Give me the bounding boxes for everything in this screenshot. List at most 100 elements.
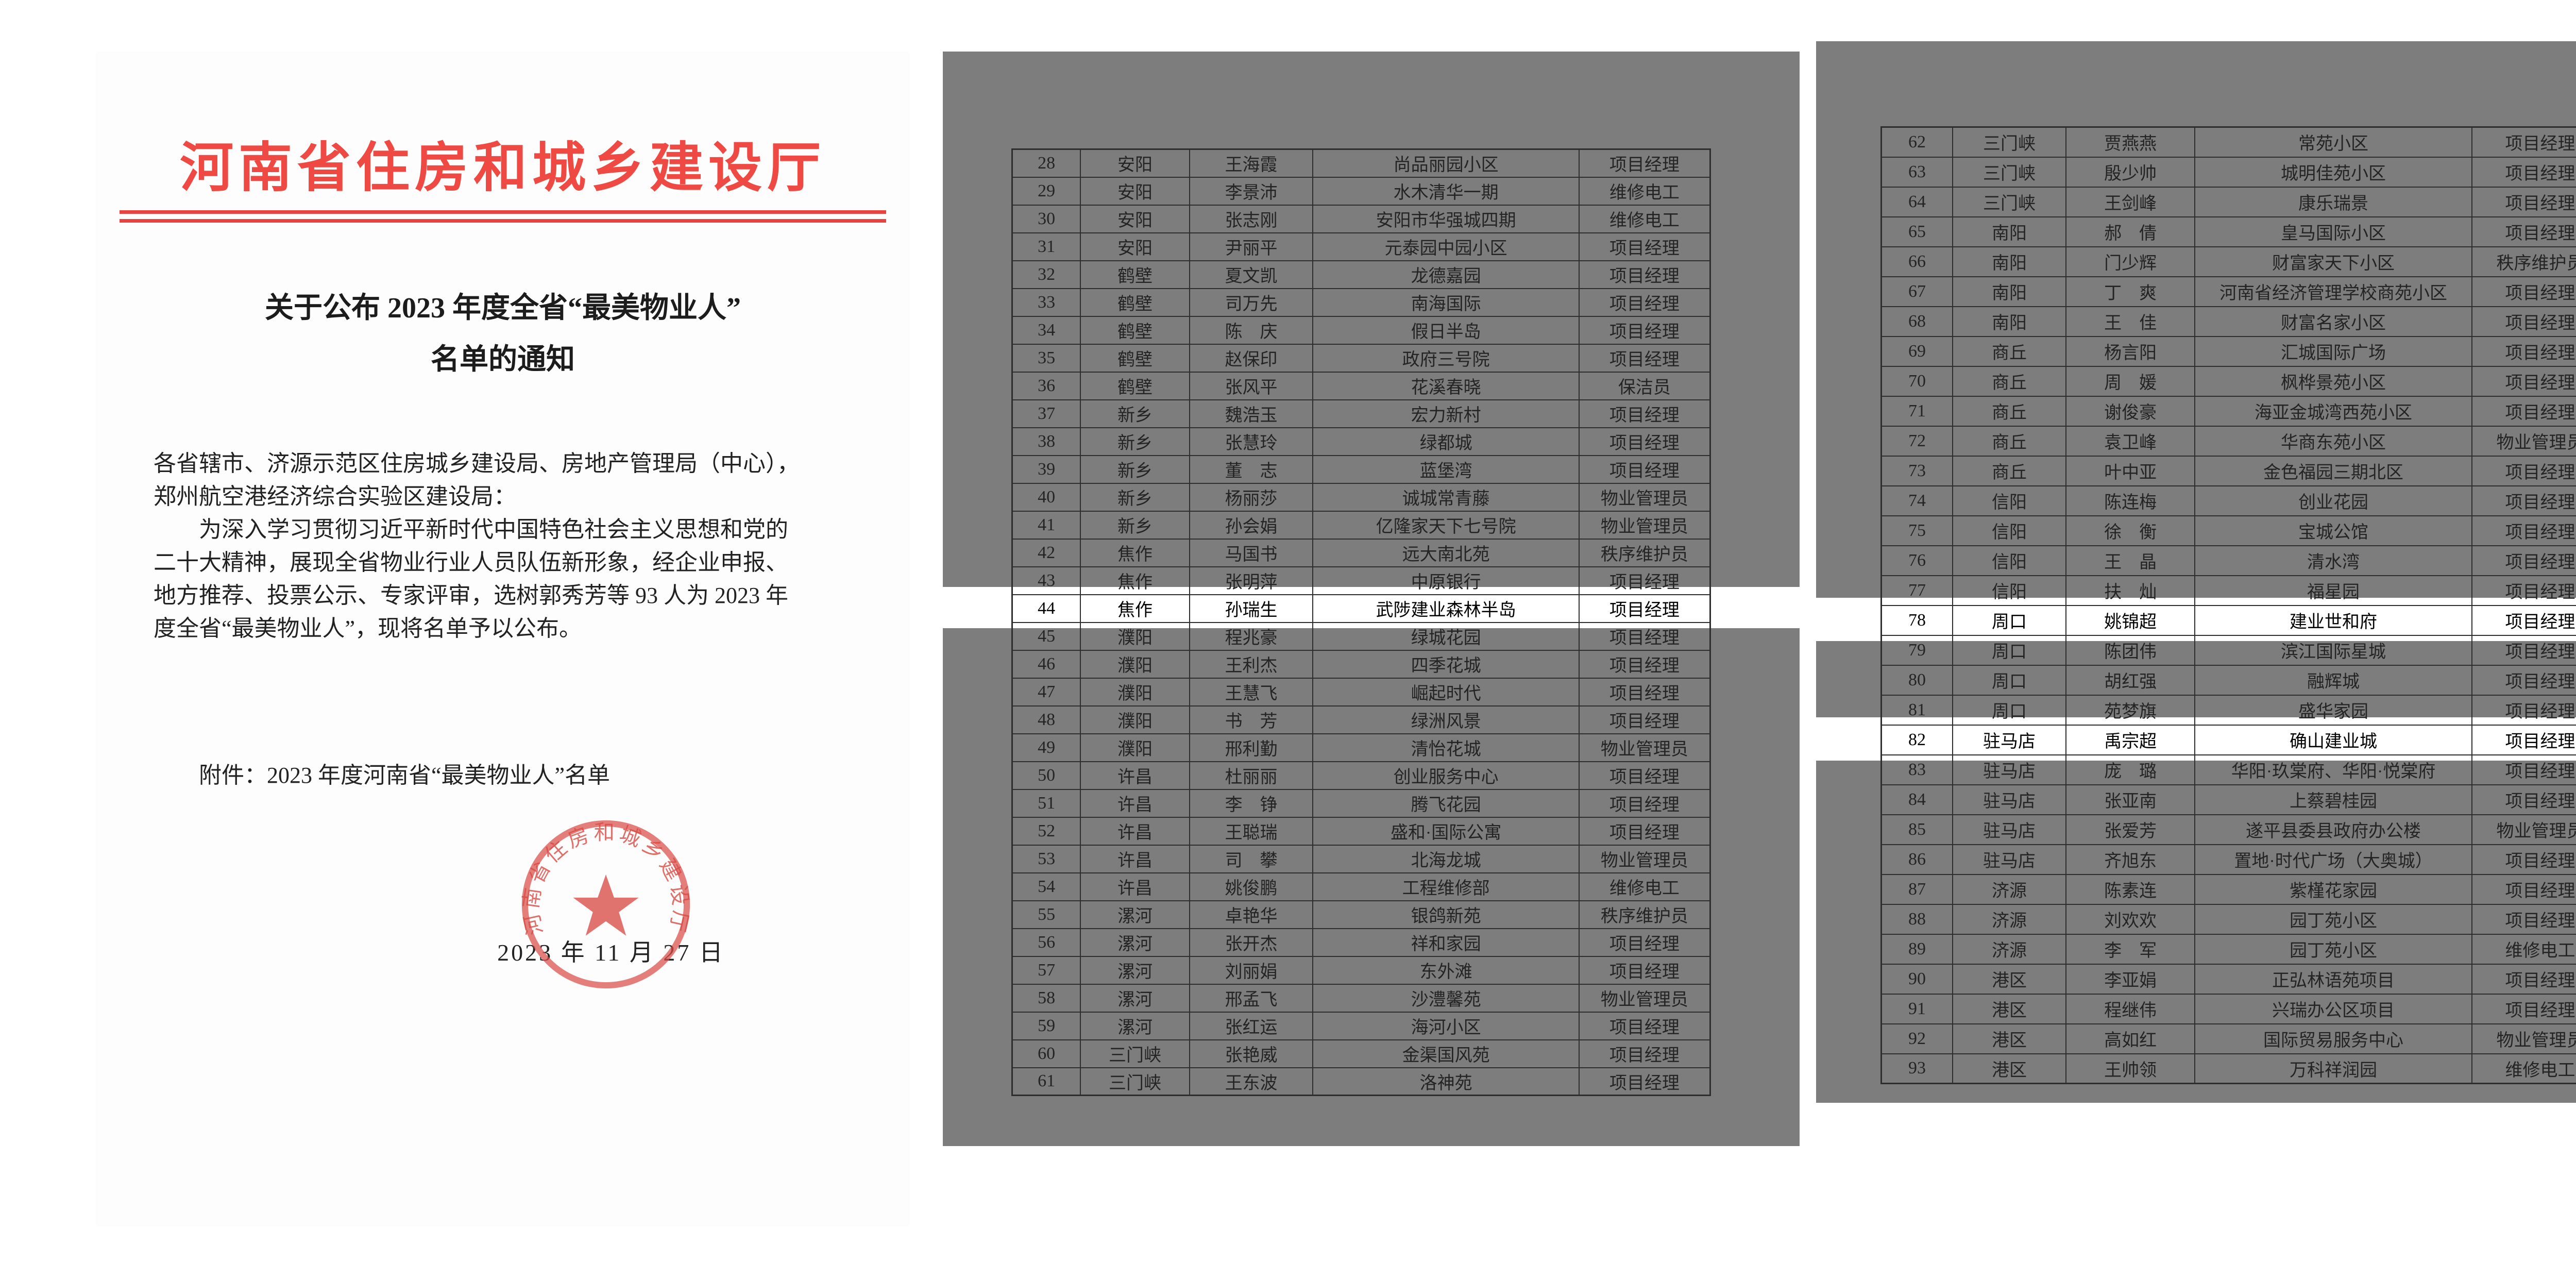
cell-project-name: 绿城花园: [1312, 621, 1580, 651]
table-row: 79 周口 陈团伟 滨江国际星城 项目经理: [1880, 634, 2576, 666]
cell-project-name: 上蔡碧桂园: [2194, 784, 2473, 815]
cell-person-name: 张红运: [1189, 1011, 1314, 1040]
attachment-note: 附件：2023 年度河南省“最美物业人”名单: [199, 763, 611, 788]
cell-project-name: 紫槿花家园: [2194, 873, 2473, 905]
cell-no: 34: [1011, 315, 1081, 345]
cell-project-name: 创业服务中心: [1312, 761, 1580, 790]
cell-person-name: 杜丽丽: [1189, 761, 1314, 790]
cell-city: 南阳: [1952, 246, 2067, 277]
cell-no: 38: [1011, 427, 1081, 456]
cell-project-name: 宏力新村: [1312, 399, 1580, 428]
seal-star-icon: [573, 875, 639, 936]
cell-person-name: 庞 璐: [2065, 754, 2196, 785]
table-row: 36 鹤壁 张风平 花溪春晓 保洁员: [1011, 371, 1711, 400]
cell-job-title: 项目经理: [1578, 594, 1711, 623]
cell-city: 濮阳: [1080, 705, 1190, 734]
cell-project-name: 工程维修部: [1312, 872, 1580, 901]
cell-no: 47: [1011, 677, 1081, 707]
cell-project-name: 海河小区: [1312, 1011, 1580, 1040]
cell-city: 新乡: [1080, 510, 1190, 540]
cell-city: 安阳: [1080, 204, 1190, 233]
cell-city: 三门峡: [1080, 1067, 1190, 1096]
cell-no: 39: [1011, 455, 1081, 484]
cell-person-name: 陈连梅: [2065, 485, 2196, 516]
cell-project-name: 武陟建业森林半岛: [1312, 594, 1580, 623]
cell-city: 三门峡: [1952, 156, 2067, 188]
cell-job-title: 项目经理: [2471, 993, 2576, 1024]
cell-project-name: 绿洲风景: [1312, 705, 1580, 734]
cell-project-name: 华商东苑小区: [2194, 425, 2473, 457]
cell-person-name: 张慧玲: [1189, 427, 1314, 456]
table-row: 73 商丘 叶中亚 金色福园三期北区 项目经理: [1880, 455, 2576, 486]
cell-no: 68: [1880, 306, 1953, 337]
cell-project-name: 尚品丽园小区: [1312, 148, 1580, 178]
cell-city: 焦作: [1080, 566, 1190, 595]
cell-person-name: 尹丽平: [1189, 232, 1314, 261]
cell-person-name: 门少辉: [2065, 246, 2196, 277]
cell-city: 漯河: [1080, 955, 1190, 985]
cell-job-title: 项目经理: [1578, 399, 1711, 428]
cell-project-name: 置地·时代广场（大奥城）: [2194, 844, 2473, 875]
cell-job-title: 项目经理: [2471, 694, 2576, 726]
cell-job-title: 项目经理: [2471, 156, 2576, 188]
cell-job-title: 维修电工: [1578, 204, 1711, 233]
cell-no: 73: [1880, 455, 1953, 486]
cell-city: 驻马店: [1952, 814, 2067, 845]
cell-project-name: 元泰园中园小区: [1312, 232, 1580, 261]
cell-job-title: 项目经理: [1578, 1011, 1711, 1040]
cell-job-title: 项目经理: [1578, 288, 1711, 317]
table-row: 64 三门峡 王剑峰 康乐瑞景 项目经理: [1880, 186, 2576, 217]
cell-project-name: 银鸽新苑: [1312, 900, 1580, 929]
cell-no: 75: [1880, 515, 1953, 546]
table-row: 47 濮阳 王慧飞 崛起时代 项目经理: [1011, 677, 1711, 707]
cell-person-name: 苑梦旗: [2065, 694, 2196, 726]
table-row: 83 驻马店庞 璐华阳·玖棠府、华阳·悦棠府 项目经理: [1880, 754, 2576, 785]
table-row: 28 安阳 王海霞 尚品丽园小区 项目经理: [1011, 148, 1711, 178]
cell-city: 驻马店: [1952, 844, 2067, 875]
cell-no: 51: [1011, 788, 1081, 818]
cell-city: 驻马店: [1952, 784, 2067, 815]
table-row: 87 济源 陈素连 紫槿花家园 项目经理: [1880, 873, 2576, 905]
cell-no: 46: [1011, 649, 1081, 679]
cell-person-name: 高如红: [2065, 1023, 2196, 1054]
cell-no: 40: [1011, 482, 1081, 512]
cell-job-title: 物业管理员: [1578, 733, 1711, 762]
cell-job-title: 物业管理员: [1578, 510, 1711, 540]
cell-job-title: 物业管理员: [2471, 425, 2576, 457]
cell-person-name: 杨丽莎: [1189, 482, 1314, 512]
cell-job-title: 项目经理: [2471, 844, 2576, 875]
cell-no: 54: [1011, 872, 1081, 901]
cell-no: 62: [1880, 126, 1953, 158]
red-divider: [120, 210, 886, 223]
cell-project-name: 腾飞花园: [1312, 788, 1580, 818]
cell-person-name: 胡红强: [2065, 664, 2196, 696]
cell-project-name: 花溪春晓: [1312, 371, 1580, 400]
cell-no: 74: [1880, 485, 1953, 516]
table-row: 61 三门峡 王东波 洛神苑 项目经理: [1011, 1067, 1711, 1096]
cell-city: 新乡: [1080, 399, 1190, 428]
cell-job-title: 项目经理: [1578, 705, 1711, 734]
cell-no: 52: [1011, 816, 1081, 846]
cell-job-title: 项目经理: [2471, 903, 2576, 935]
cell-project-name: 安阳市华强城四期: [1312, 204, 1580, 233]
cell-person-name: 袁卫峰: [2065, 425, 2196, 457]
cell-person-name: 陈 庆: [1189, 315, 1314, 345]
cell-job-title: 维修电工: [2471, 933, 2576, 965]
cell-person-name: 徐 衡: [2065, 515, 2196, 546]
cell-no: 78: [1880, 604, 1953, 636]
cell-project-name: 金色福园三期北区: [2194, 455, 2473, 486]
cell-city: 商丘: [1952, 425, 2067, 457]
cell-person-name: 董 志: [1189, 455, 1314, 484]
table-row: 66 南阳 门少辉 财富家天下小区 秩序维护员: [1880, 246, 2576, 277]
cell-no: 93: [1880, 1053, 1953, 1084]
table-row: 48 濮阳书 芳绿洲风景 项目经理: [1011, 705, 1711, 734]
cell-no: 53: [1011, 844, 1081, 873]
cell-city: 鹤壁: [1080, 260, 1190, 289]
cell-job-title: 物业管理员: [2471, 1023, 2576, 1054]
cell-no: 58: [1011, 983, 1081, 1013]
cell-city: 商丘: [1952, 395, 2067, 427]
cell-city: 漯河: [1080, 983, 1190, 1013]
cell-person-name: 夏文凯: [1189, 260, 1314, 289]
cell-job-title: 项目经理: [2471, 873, 2576, 905]
cell-person-name: 马国书: [1189, 538, 1314, 567]
